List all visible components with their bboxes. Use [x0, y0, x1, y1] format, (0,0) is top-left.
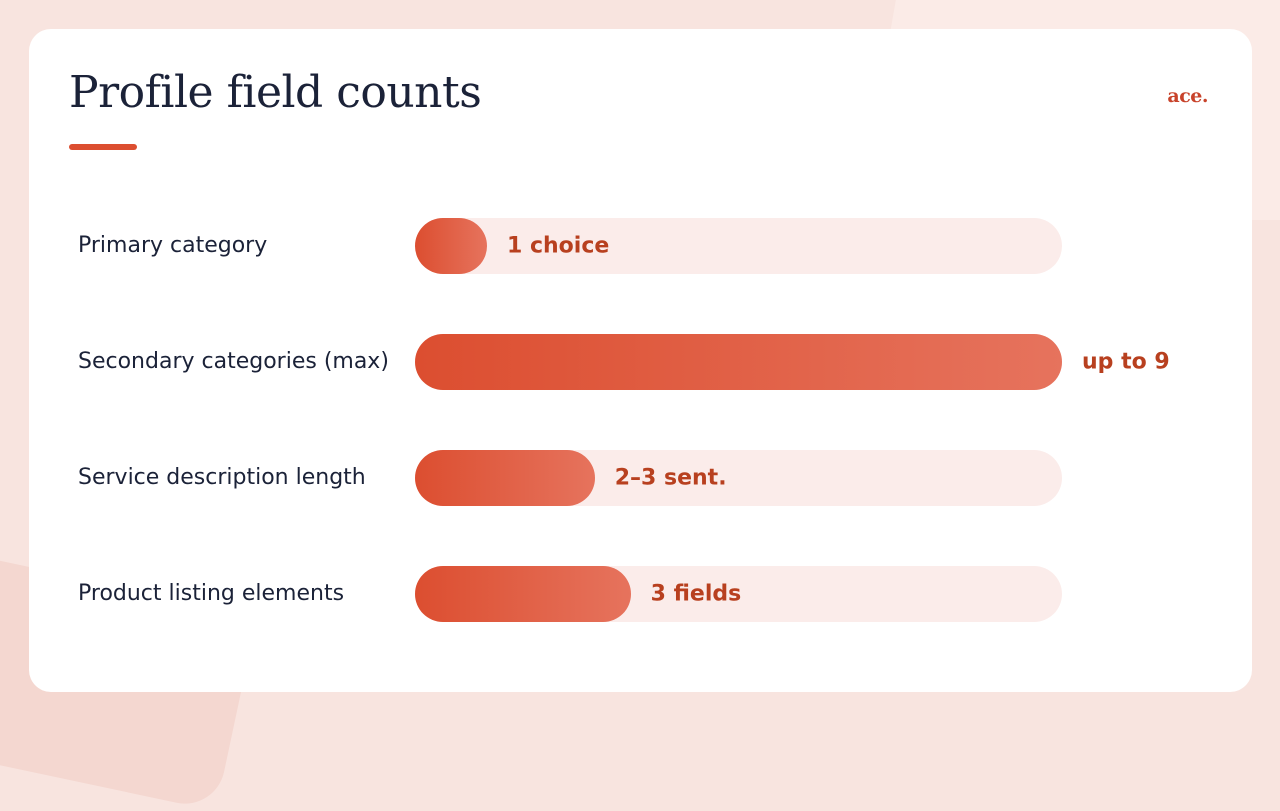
brand-logo: ace.: [1167, 85, 1208, 107]
chart-row: Product listing elements 3 fields: [29, 566, 1252, 622]
category-label: Secondary categories (max): [78, 349, 389, 374]
bar-track: [415, 218, 1062, 274]
category-label: Primary category: [78, 233, 268, 258]
value-label: 1 choice: [507, 233, 610, 259]
chart-row: Secondary categories (max) up to 9: [29, 334, 1252, 390]
value-label: up to 9: [1082, 349, 1170, 375]
bar: [415, 218, 487, 274]
category-label: Service description length: [78, 465, 366, 490]
category-label: Product listing elements: [78, 581, 345, 606]
title-underline: [69, 144, 137, 150]
bar: [415, 450, 595, 506]
page-title: Profile field counts: [69, 67, 482, 118]
bar: [415, 566, 631, 622]
value-label: 2–3 sent.: [614, 465, 727, 491]
bar-chart: Primary category 1 choice Secondary catego…: [29, 29, 1252, 692]
chart-row: Service description length 2–3 sent.: [29, 450, 1252, 506]
bar: [415, 334, 1062, 390]
value-label: 3 fields: [650, 581, 742, 607]
chart-row: Primary category 1 choice: [29, 218, 1252, 274]
slide-card: Profile field counts ace. Primary catego…: [29, 29, 1252, 692]
